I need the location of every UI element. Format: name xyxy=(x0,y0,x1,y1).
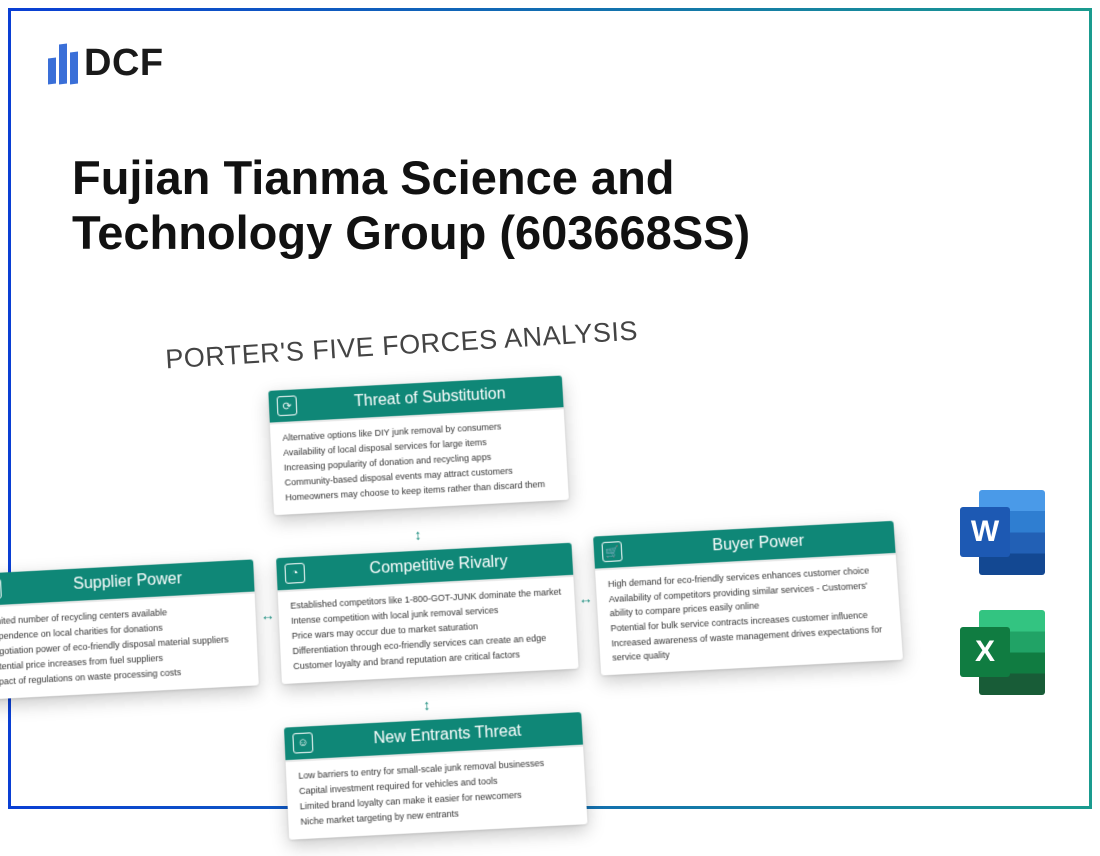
word-file-icon[interactable]: W xyxy=(960,490,1045,575)
card-body: Low barriers to entry for small-scale ju… xyxy=(286,747,588,840)
refresh-icon: ⟳ xyxy=(277,395,298,416)
page-title: Fujian Tianma Science and Technology Gro… xyxy=(72,150,892,261)
connector-icon: ↕ xyxy=(423,697,431,714)
card-rivalry: ◔ Competitive Rivalry Established compet… xyxy=(276,543,579,684)
card-title: Supplier Power xyxy=(73,570,182,593)
link-icon: ⬨ xyxy=(0,579,2,600)
card-body: Alternative options like DIY junk remova… xyxy=(270,409,569,515)
card-buyer: 🛒 Buyer Power High demand for eco-friend… xyxy=(593,521,903,675)
connector-icon: ↔ xyxy=(578,590,593,607)
excel-file-icon[interactable]: X xyxy=(960,610,1045,695)
card-body: Established competitors like 1-800-GOT-J… xyxy=(278,577,579,684)
card-substitution: ⟳ Threat of Substitution Alternative opt… xyxy=(268,376,569,515)
card-title: Threat of Substitution xyxy=(354,385,506,410)
card-supplier: ⬨ Supplier Power Limited number of recyc… xyxy=(0,559,259,699)
logo-bars-icon xyxy=(48,44,78,84)
person-icon: ☺ xyxy=(292,732,313,753)
card-title: Competitive Rivalry xyxy=(369,553,508,577)
connector-icon: ↔ xyxy=(260,607,275,624)
cart-icon: 🛒 xyxy=(601,541,622,562)
pie-icon: ◔ xyxy=(284,563,305,584)
card-title: New Entrants Threat xyxy=(373,722,521,747)
card-body: Limited number of recycling centers avai… xyxy=(0,594,259,700)
logo-text: DCF xyxy=(84,42,164,85)
card-title: Buyer Power xyxy=(712,533,805,555)
file-icons-group: W X xyxy=(960,490,1045,695)
excel-letter: X xyxy=(960,627,1010,677)
card-entrants: ☺ New Entrants Threat Low barriers to en… xyxy=(284,712,588,839)
card-body: High demand for eco-friendly services en… xyxy=(595,555,903,675)
word-letter: W xyxy=(960,507,1010,557)
five-forces-diagram: ⟳ Threat of Substitution Alternative opt… xyxy=(0,327,912,837)
connector-icon: ↕ xyxy=(414,527,422,543)
dcf-logo: DCF xyxy=(48,42,164,85)
